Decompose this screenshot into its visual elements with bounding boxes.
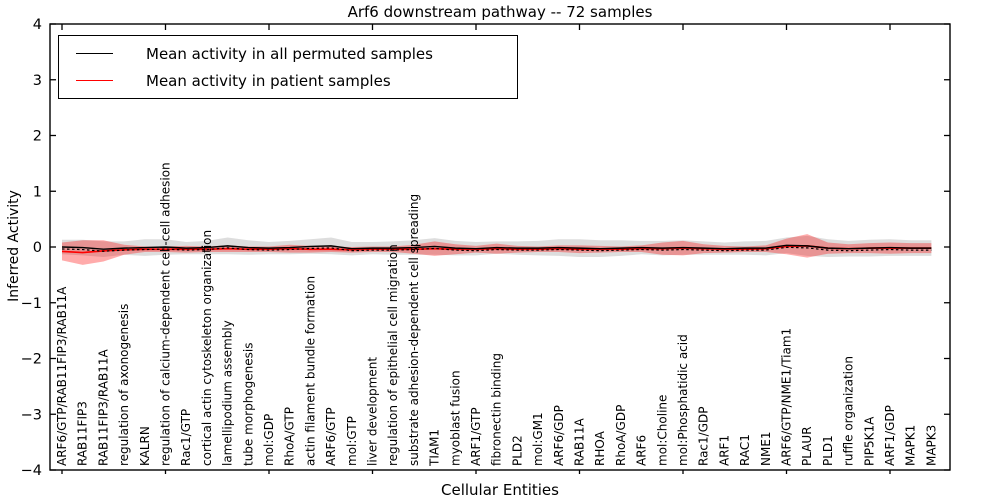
y-tick-label: 2: [33, 129, 42, 145]
x-tick-label: regulation of axonogenesis: [117, 304, 131, 466]
x-tick-label: ARF1/GTP: [469, 407, 483, 466]
x-tick-label: RAB11A: [573, 417, 587, 466]
y-tick-label: −4: [21, 463, 42, 479]
y-tick-label: 0: [33, 240, 42, 256]
y-tick-label: 3: [33, 73, 42, 89]
x-tick-label: ARF1: [717, 435, 731, 466]
x-tick-label: lamellipodium assembly: [221, 320, 235, 466]
legend-label-patient: Mean activity in patient samples: [146, 71, 391, 90]
permuted-mean-line: [61, 244, 932, 250]
x-tick-label: liver development: [366, 357, 380, 466]
x-tick-label: actin filament bundle formation: [303, 276, 317, 466]
x-tick-label: RhoA/GTP: [283, 407, 297, 466]
x-tick-label: mol:GTP: [345, 416, 359, 466]
x-tick-label: MAPK1: [904, 425, 918, 466]
x-tick-label: Rac1/GDP: [697, 407, 711, 466]
x-tick-label: regulation of epithelial cell migration: [386, 244, 400, 466]
x-tick-label: tube morphogenesis: [241, 343, 255, 466]
x-tick-label: regulation of calcium-dependent cell-cel…: [159, 162, 173, 466]
legend: Mean activity in all permuted samples Me…: [58, 35, 518, 99]
x-tick-label: fibronectin binding: [490, 353, 504, 466]
x-tick-label: NME1: [759, 431, 773, 466]
permuted-mean-dashed-line: [61, 246, 932, 252]
legend-label-permuted: Mean activity in all permuted samples: [146, 44, 433, 63]
x-tick-label: mol:GM1: [531, 412, 545, 466]
x-tick-label: ruffle organization: [842, 356, 856, 466]
x-tick-label: cortical actin cytoskeleton organization: [200, 230, 214, 466]
permuted-std-band: [62, 235, 932, 258]
x-tick-label: ARF1/GDP: [883, 405, 897, 466]
x-tick-label: MAPK3: [924, 425, 938, 466]
x-tick-label: RAC1: [738, 434, 752, 466]
x-tick-label: RAB11FIP3/RAB11A: [96, 349, 110, 466]
patient-line-swatch: [76, 80, 113, 81]
x-tick-label: ARF6/GDP: [552, 405, 566, 466]
x-tick-label: mol:Choline: [655, 395, 669, 466]
permuted-line-swatch: [76, 53, 113, 54]
x-tick-label: substrate adhesion-dependent cell spread…: [407, 194, 421, 466]
x-tick-label: TIAM1: [428, 429, 442, 467]
y-tick-label: −1: [21, 296, 42, 312]
x-tick-label: ARF6/GTP/RAB11FIP3/RAB11A: [55, 286, 69, 466]
legend-row-permuted: Mean activity in all permuted samples: [59, 42, 517, 66]
x-tick-label: ARF6: [635, 435, 649, 466]
x-tick-label: PLD1: [821, 435, 835, 466]
x-axis-label: Cellular Entities: [441, 481, 559, 499]
x-tick-label: Rac1/GTP: [179, 409, 193, 466]
x-tick-label: PLD2: [510, 435, 524, 466]
chart-title: Arf6 downstream pathway -- 72 samples: [347, 3, 653, 21]
x-tick-label: ARF6/GTP/NME1/Tiam1: [780, 328, 794, 466]
x-tick-label: KALRN: [138, 426, 152, 466]
y-tick-label: −2: [21, 352, 42, 368]
y-tick-label: 1: [33, 184, 42, 200]
x-tick-label: mol:GDP: [262, 414, 276, 466]
x-tick-label: ARF6/GTP: [324, 407, 338, 466]
x-tick-label: PIP5K1A: [862, 416, 876, 466]
x-tick-label: mol:Phosphatidic acid: [676, 334, 690, 466]
x-tick-label: RAB11FIP3: [76, 401, 90, 466]
x-tick-label: PLAUR: [800, 426, 814, 466]
legend-row-patient: Mean activity in patient samples: [59, 69, 517, 93]
y-tick-label: 4: [33, 17, 42, 33]
x-tick-label: myoblast fusion: [448, 370, 462, 466]
y-tick-label: −3: [21, 407, 42, 423]
x-tick-label: RhoA/GDP: [614, 405, 628, 466]
y-axis-label: Inferred Activity: [6, 190, 22, 302]
x-tick-label: RHOA: [593, 430, 607, 466]
